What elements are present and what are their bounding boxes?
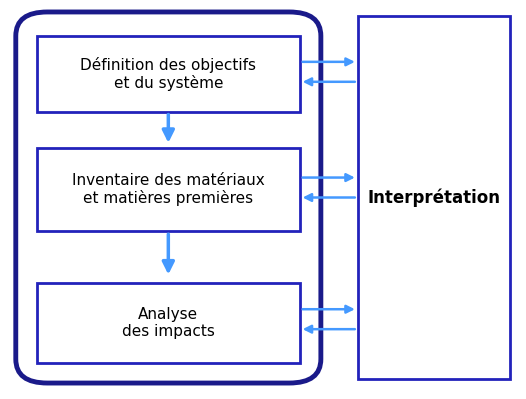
Text: Inventaire des matériaux
et matières premières: Inventaire des matériaux et matières pre…	[72, 173, 265, 206]
FancyBboxPatch shape	[37, 36, 300, 112]
FancyBboxPatch shape	[358, 16, 510, 379]
Text: Analyse
des impacts: Analyse des impacts	[122, 307, 215, 340]
FancyBboxPatch shape	[37, 148, 300, 231]
Text: Interprétation: Interprétation	[368, 188, 500, 207]
Text: Définition des objectifs
et du système: Définition des objectifs et du système	[80, 57, 256, 91]
FancyBboxPatch shape	[37, 283, 300, 363]
